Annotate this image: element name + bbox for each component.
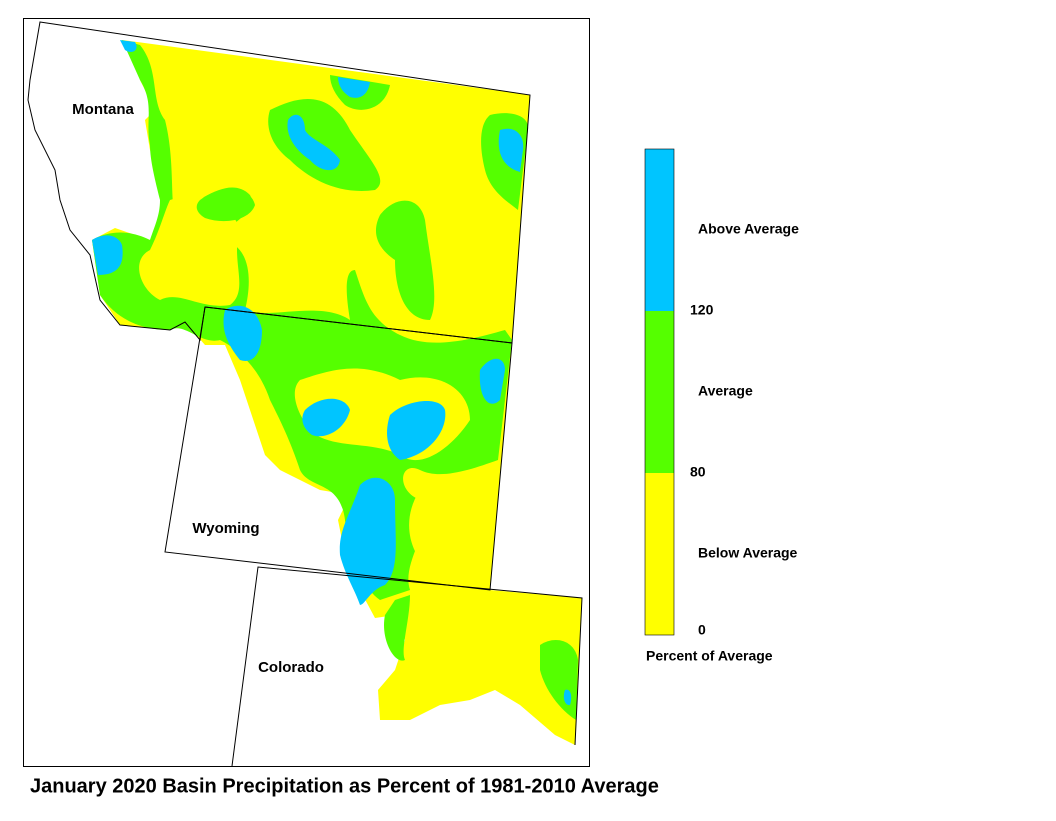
precip-zones bbox=[92, 40, 582, 745]
zone bbox=[92, 235, 123, 275]
zone bbox=[196, 189, 255, 222]
legend-border bbox=[644, 148, 675, 636]
legend-break: 0 bbox=[698, 622, 706, 638]
legend-break: 120 bbox=[690, 302, 714, 318]
zone bbox=[223, 305, 262, 361]
zone bbox=[139, 196, 240, 306]
legend-break: 80 bbox=[690, 464, 706, 480]
state-label: Montana bbox=[72, 101, 134, 118]
legend: Below Average Average Above Average 0 80 120 P… bbox=[644, 148, 799, 664]
zone bbox=[409, 480, 490, 573]
zone bbox=[498, 128, 524, 172]
map-title: January 2020 Basin Precipitation as Perc… bbox=[30, 775, 659, 797]
zone bbox=[338, 77, 370, 98]
legend-swatch bbox=[645, 311, 674, 473]
zone bbox=[287, 114, 340, 171]
wyoming-outline bbox=[164, 306, 513, 591]
zone bbox=[563, 689, 572, 706]
state-label: Wyoming bbox=[192, 520, 259, 537]
state-label: Colorado bbox=[258, 659, 324, 676]
legend-label: Below Average bbox=[698, 545, 798, 561]
state-outlines bbox=[27, 21, 583, 767]
zone bbox=[302, 398, 350, 437]
zone bbox=[339, 477, 396, 605]
zone bbox=[92, 40, 512, 600]
legend-swatch bbox=[645, 473, 674, 635]
legend-swatch bbox=[645, 149, 674, 311]
zone bbox=[120, 40, 137, 53]
zone bbox=[384, 595, 410, 661]
legend-label: Average bbox=[698, 383, 753, 399]
legend-title: Percent of Average bbox=[646, 648, 773, 664]
zone bbox=[479, 358, 505, 404]
colorado-outline bbox=[231, 566, 583, 767]
zone bbox=[387, 400, 446, 460]
zone bbox=[375, 200, 435, 320]
legend-label: Above Average bbox=[698, 221, 799, 237]
